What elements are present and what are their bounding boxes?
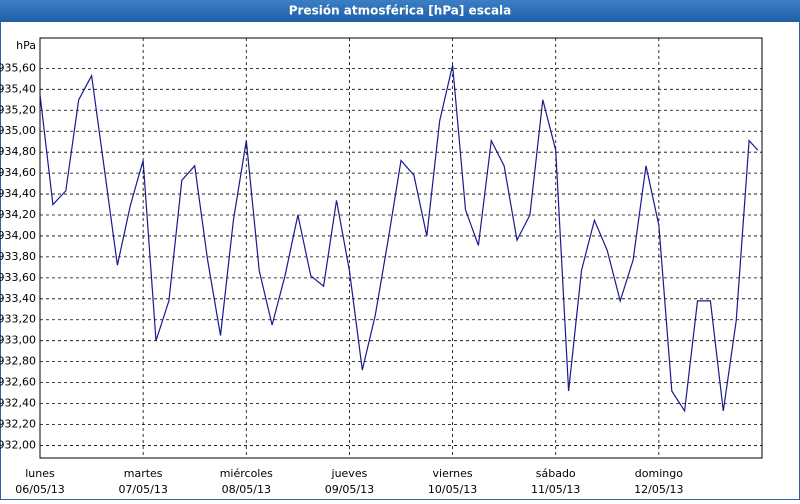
y-tick-label: 933,20 xyxy=(0,313,36,326)
x-tick-date: 07/05/13 xyxy=(118,483,167,496)
y-tick-label: 933,60 xyxy=(0,271,36,284)
title-bar xyxy=(0,0,800,22)
x-tick-label: jueves xyxy=(331,467,368,480)
y-tick-label: 932,00 xyxy=(0,438,36,451)
y-tick-label: 932,80 xyxy=(0,355,36,368)
x-tick-date: 06/05/13 xyxy=(15,483,64,496)
y-tick-label: 934,40 xyxy=(0,187,36,200)
x-tick-label: sábado xyxy=(536,467,576,480)
y-tick-label: 935,40 xyxy=(0,82,36,95)
x-tick-date: 08/05/13 xyxy=(222,483,271,496)
y-tick-label: 935,20 xyxy=(0,103,36,116)
x-tick-date: 12/05/13 xyxy=(634,483,683,496)
y-tick-label: 934,80 xyxy=(0,145,36,158)
y-tick-label: 935,60 xyxy=(0,61,36,74)
y-tick-label: 932,20 xyxy=(0,417,36,430)
y-tick-label: 933,00 xyxy=(0,334,36,347)
y-tick-label: 933,40 xyxy=(0,292,36,305)
x-tick-label: miércoles xyxy=(220,467,273,480)
y-tick-label: 933,80 xyxy=(0,250,36,263)
x-tick-date: 11/05/13 xyxy=(531,483,580,496)
x-tick-label: lunes xyxy=(25,467,55,480)
x-tick-label: domingo xyxy=(635,467,683,480)
plot-area xyxy=(39,37,763,459)
y-tick-label: 934,60 xyxy=(0,166,36,179)
y-tick-label: 934,20 xyxy=(0,208,36,221)
y-tick-label: 932,40 xyxy=(0,397,36,410)
x-tick-label: martes xyxy=(124,467,163,480)
x-tick-date: 10/05/13 xyxy=(428,483,477,496)
data-line xyxy=(39,65,759,413)
y-axis-label: hPa xyxy=(16,39,36,52)
x-tick-date: 09/05/13 xyxy=(325,483,374,496)
y-tick-label: 935,00 xyxy=(0,124,36,137)
chart-title: Presión atmosférica [hPa] escala xyxy=(289,4,512,18)
x-tick-label: viernes xyxy=(433,467,473,480)
y-tick-label: 932,60 xyxy=(0,376,36,389)
y-tick-label: 934,00 xyxy=(0,229,36,242)
